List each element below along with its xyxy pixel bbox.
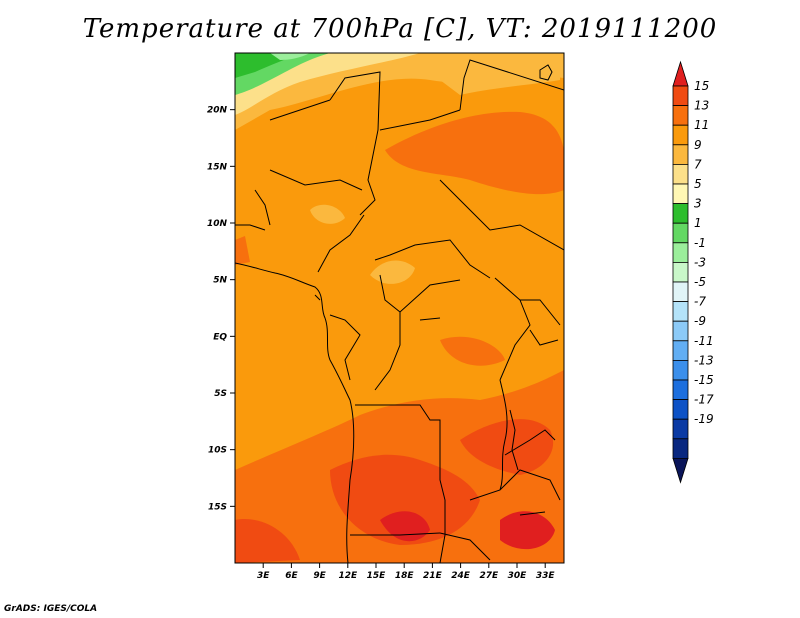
colorbar-swatch bbox=[672, 399, 689, 420]
latitude-axis: 20N 15N 10N 5N EQ 5S 10S 15S bbox=[207, 106, 235, 512]
colorbar-label: 15 bbox=[694, 79, 709, 93]
colorbar-label: -15 bbox=[694, 373, 714, 387]
map-title: Temperature at 700hPa [C], VT: 201911120… bbox=[82, 14, 718, 44]
colorbar-swatch bbox=[672, 163, 689, 185]
lon-tick-label: 33E bbox=[536, 571, 556, 581]
lon-tick-label: 9E bbox=[313, 571, 326, 581]
lat-tick-label: EQ bbox=[213, 332, 227, 342]
lon-tick-label: 3E bbox=[257, 571, 270, 581]
lat-tick-label: 10S bbox=[208, 446, 227, 456]
lat-tick-label: 20N bbox=[207, 106, 228, 116]
lon-tick-label: 15E bbox=[367, 571, 387, 581]
colorbar-swatch bbox=[672, 144, 689, 165]
colorbar-swatch bbox=[672, 222, 689, 244]
colorbar-swatch bbox=[672, 261, 689, 283]
colorbar-label: -19 bbox=[694, 412, 714, 426]
lon-tick-label: 12E bbox=[338, 571, 358, 581]
temperature-field bbox=[235, 53, 564, 563]
colorbar-label: -1 bbox=[694, 236, 706, 250]
colorbar-swatch bbox=[672, 203, 689, 224]
colorbar-swatch bbox=[672, 418, 689, 440]
lon-tick-label: 18E bbox=[395, 571, 415, 581]
colorbar-label: 3 bbox=[694, 197, 702, 211]
lat-tick-label: 10N bbox=[207, 219, 228, 229]
colorbar-swatch bbox=[672, 281, 689, 303]
colorbar-label: 7 bbox=[694, 157, 702, 171]
colorbar-label: -13 bbox=[694, 353, 714, 367]
colorbar-swatch bbox=[672, 438, 689, 459]
lon-tick-label: 21E bbox=[423, 571, 443, 581]
colorbar-swatch bbox=[672, 85, 689, 107]
colorbar-swatch bbox=[672, 124, 689, 146]
colorbar-swatch bbox=[672, 183, 689, 205]
lon-tick-label: 27E bbox=[479, 571, 499, 581]
grads-credit: GrADS: IGES/COLA bbox=[4, 604, 98, 614]
colorbar-label: 1 bbox=[694, 216, 702, 230]
colorbar-swatch bbox=[672, 242, 689, 263]
colorbar-bottom-arrow bbox=[672, 458, 689, 484]
colorbar-label: 13 bbox=[694, 99, 709, 113]
lon-tick-label: 24E bbox=[451, 571, 471, 581]
colorbar-swatch bbox=[672, 340, 689, 361]
colorbar-swatch bbox=[672, 359, 689, 381]
colorbar-label: -7 bbox=[694, 295, 706, 309]
colorbar-label: -5 bbox=[694, 275, 706, 289]
colorbar-label: 5 bbox=[694, 177, 702, 191]
map-frame bbox=[234, 52, 565, 564]
colorbar-swatch bbox=[672, 301, 689, 322]
longitude-axis: 3E 6E 9E 12E 15E 18E 21E 24E 27E 30E 33E bbox=[257, 563, 555, 581]
colorbar-label: 9 bbox=[694, 138, 702, 152]
colorbar-label: -17 bbox=[694, 393, 714, 407]
lat-tick-label: 5N bbox=[213, 276, 227, 286]
colorbar-label: 11 bbox=[694, 118, 709, 132]
colorbar-label: -3 bbox=[694, 255, 706, 269]
colorbar-label: -11 bbox=[694, 334, 714, 348]
country-borders bbox=[235, 59, 564, 563]
lon-tick-label: 6E bbox=[285, 571, 298, 581]
lat-tick-label: 15S bbox=[208, 502, 227, 512]
colorbar-label: -9 bbox=[694, 314, 706, 328]
lon-tick-label: 30E bbox=[508, 571, 528, 581]
lat-tick-label: 5S bbox=[214, 389, 227, 399]
colorbar: 15 13 11 9 7 5 3 1 -1 -3 -5 -7 -9 -11 -13 -15 -17 -19 bbox=[672, 60, 714, 484]
colorbar-swatch bbox=[672, 105, 689, 126]
colorbar-swatch bbox=[672, 379, 689, 401]
lat-tick-label: 15N bbox=[207, 162, 228, 172]
colorbar-swatch bbox=[672, 320, 689, 342]
colorbar-top-arrow bbox=[672, 60, 689, 87]
